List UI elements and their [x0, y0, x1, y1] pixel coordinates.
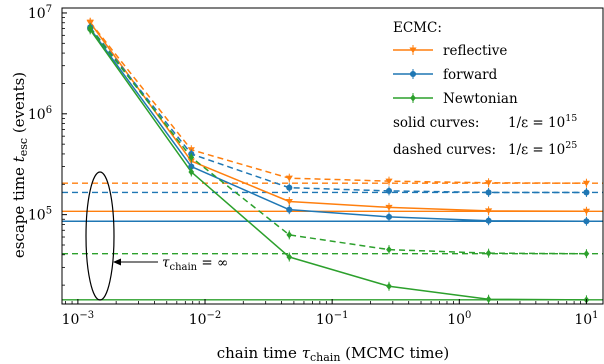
data-point-newtonian-dashed: [87, 24, 94, 32]
data-point-reflective-dashed: [484, 180, 493, 187]
series-line-reflective-dashed: [89, 21, 587, 184]
series-markers: [86, 17, 591, 305]
series-lines: [89, 21, 587, 301]
data-point-forward-dashed: [583, 189, 590, 196]
legend-dashed-value: 1/ε = 1025: [508, 140, 577, 158]
legend-entries: reflective forward Newtonian: [393, 43, 518, 107]
legend-label-newtonian: Newtonian: [443, 91, 518, 107]
legend-solid-value: 1/ε = 1015: [508, 113, 577, 131]
legend-label-forward: forward: [443, 67, 498, 83]
series-line-newtonian-solid: [89, 29, 587, 301]
data-point-forward-dashed: [485, 189, 492, 196]
data-point-newtonian-dashed: [188, 153, 195, 161]
data-point-reflective-dashed: [86, 19, 94, 26]
legend-solid-note: solid curves:: [393, 115, 479, 131]
data-point-newtonian-solid: [188, 168, 195, 176]
legend: ECMC: reflective forward Newtonian solid c…: [393, 20, 577, 158]
asymptote-ellipse: [85, 171, 115, 301]
legend-label-reflective: reflective: [443, 43, 507, 59]
data-point-newtonian-solid: [286, 253, 293, 261]
data-point-newtonian-solid: [386, 282, 392, 290]
data-point-reflective-solid: [582, 208, 591, 215]
data-point-forward-dashed: [286, 184, 293, 191]
series-line-newtonian-dashed: [89, 27, 587, 255]
legend-marker-newtonian: [410, 94, 416, 102]
legend-title: ECMC:: [393, 20, 442, 36]
legend-marker-forward: [409, 70, 417, 78]
series-line-forward-dashed: [89, 26, 587, 194]
data-point-newtonian-dashed: [583, 250, 590, 258]
x-tick-label: 101: [574, 310, 598, 328]
y-tick-label: 105: [28, 206, 52, 224]
x-tick-label: 100: [447, 310, 471, 328]
y-tick-label: 106: [28, 105, 52, 123]
x-tick-label: 10−3: [62, 310, 95, 328]
data-point-forward-solid: [188, 163, 195, 170]
data-point-newtonian-dashed: [485, 249, 492, 257]
series-line-reflective-solid: [89, 22, 587, 213]
data-point-newtonian-solid: [485, 295, 492, 303]
data-point-reflective-solid: [484, 208, 493, 215]
y-tick-label: 107: [28, 4, 52, 22]
axis-ticks: 10−3 10−2 10−1 100 101 105 106 107: [28, 4, 599, 328]
x-tick-label: 10−2: [189, 310, 222, 328]
data-point-newtonian-dashed: [386, 246, 392, 254]
data-point-reflective-dashed: [285, 175, 293, 182]
annotation-arrowhead: [113, 258, 121, 266]
data-point-forward-solid: [583, 218, 590, 225]
legend-marker-reflective: [409, 47, 417, 54]
x-axis-title: chain time τchain (MCMC time): [217, 344, 450, 364]
data-point-reflective-solid: [385, 204, 393, 211]
series-line-forward-solid: [89, 28, 587, 223]
data-point-reflective-solid: [285, 198, 293, 205]
data-point-newtonian-dashed: [286, 231, 293, 239]
x-tick-label: 10−1: [316, 310, 349, 328]
data-point-forward-solid: [286, 206, 293, 213]
annotation-label: τchain = ∞: [162, 255, 228, 273]
data-point-reflective-dashed: [582, 180, 591, 187]
legend-dashed-note: dashed curves:: [393, 142, 496, 158]
data-point-forward-solid: [385, 213, 393, 220]
y-axis-title: escape time tesc (events): [10, 72, 30, 258]
data-point-forward-dashed: [385, 187, 393, 194]
data-point-reflective-dashed: [385, 178, 393, 185]
data-point-forward-solid: [485, 217, 492, 224]
